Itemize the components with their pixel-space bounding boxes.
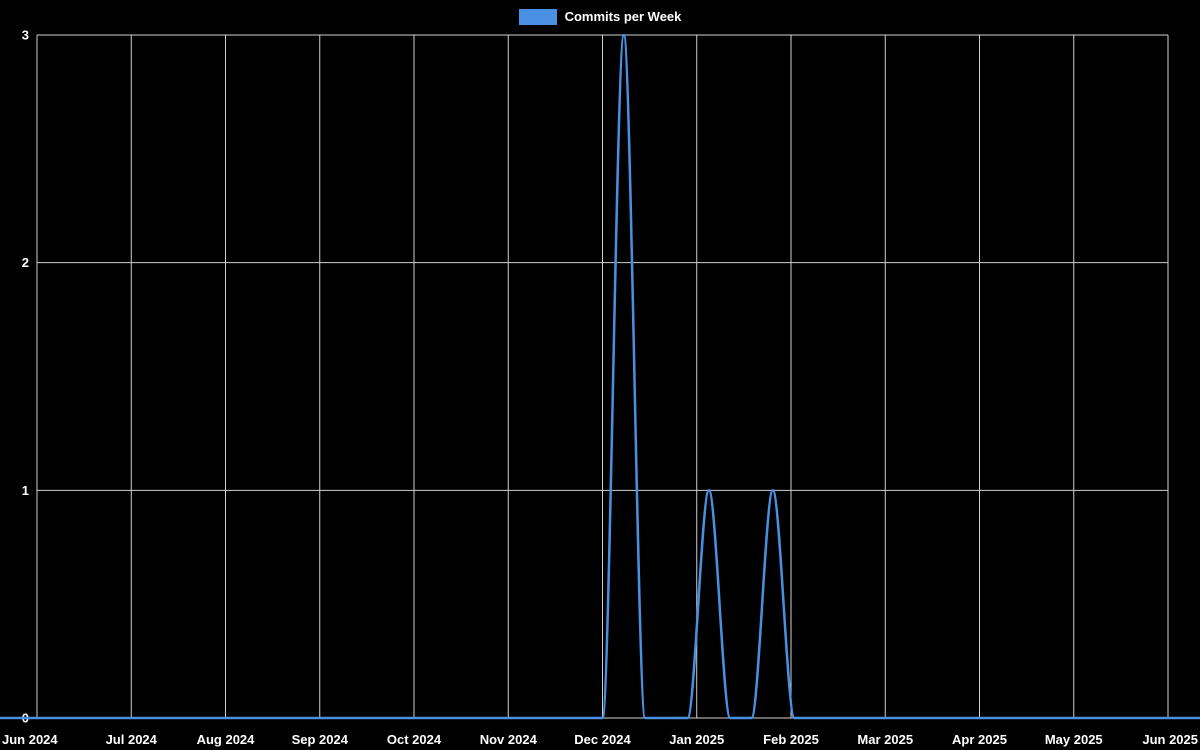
x-tick-label: Aug 2024 xyxy=(197,732,256,747)
x-tick-label: May 2025 xyxy=(1045,732,1103,747)
x-tick-label: Sep 2024 xyxy=(292,732,349,747)
chart-legend: Commits per Week xyxy=(0,9,1200,25)
x-tick-label: Feb 2025 xyxy=(763,732,819,747)
x-tick-label: Nov 2024 xyxy=(480,732,538,747)
x-tick-label: Mar 2025 xyxy=(857,732,913,747)
x-tick-label: Apr 2025 xyxy=(952,732,1007,747)
x-tick-label: Jun 2024 xyxy=(2,732,58,747)
y-tick-label: 3 xyxy=(22,28,29,43)
x-tick-label: Jan 2025 xyxy=(669,732,724,747)
y-tick-label: 2 xyxy=(22,255,29,270)
legend-swatch xyxy=(518,9,557,25)
x-tick-label: Dec 2024 xyxy=(574,732,631,747)
legend-label: Commits per Week xyxy=(564,9,682,24)
x-tick-label: Jun 2025 xyxy=(1142,732,1198,747)
y-tick-label: 1 xyxy=(22,483,29,498)
x-tick-label: Oct 2024 xyxy=(387,732,442,747)
commits-line xyxy=(0,33,1200,720)
x-tick-label: Jul 2024 xyxy=(106,732,158,747)
legend-item-commits-per-week[interactable]: Commits per Week xyxy=(518,9,682,25)
